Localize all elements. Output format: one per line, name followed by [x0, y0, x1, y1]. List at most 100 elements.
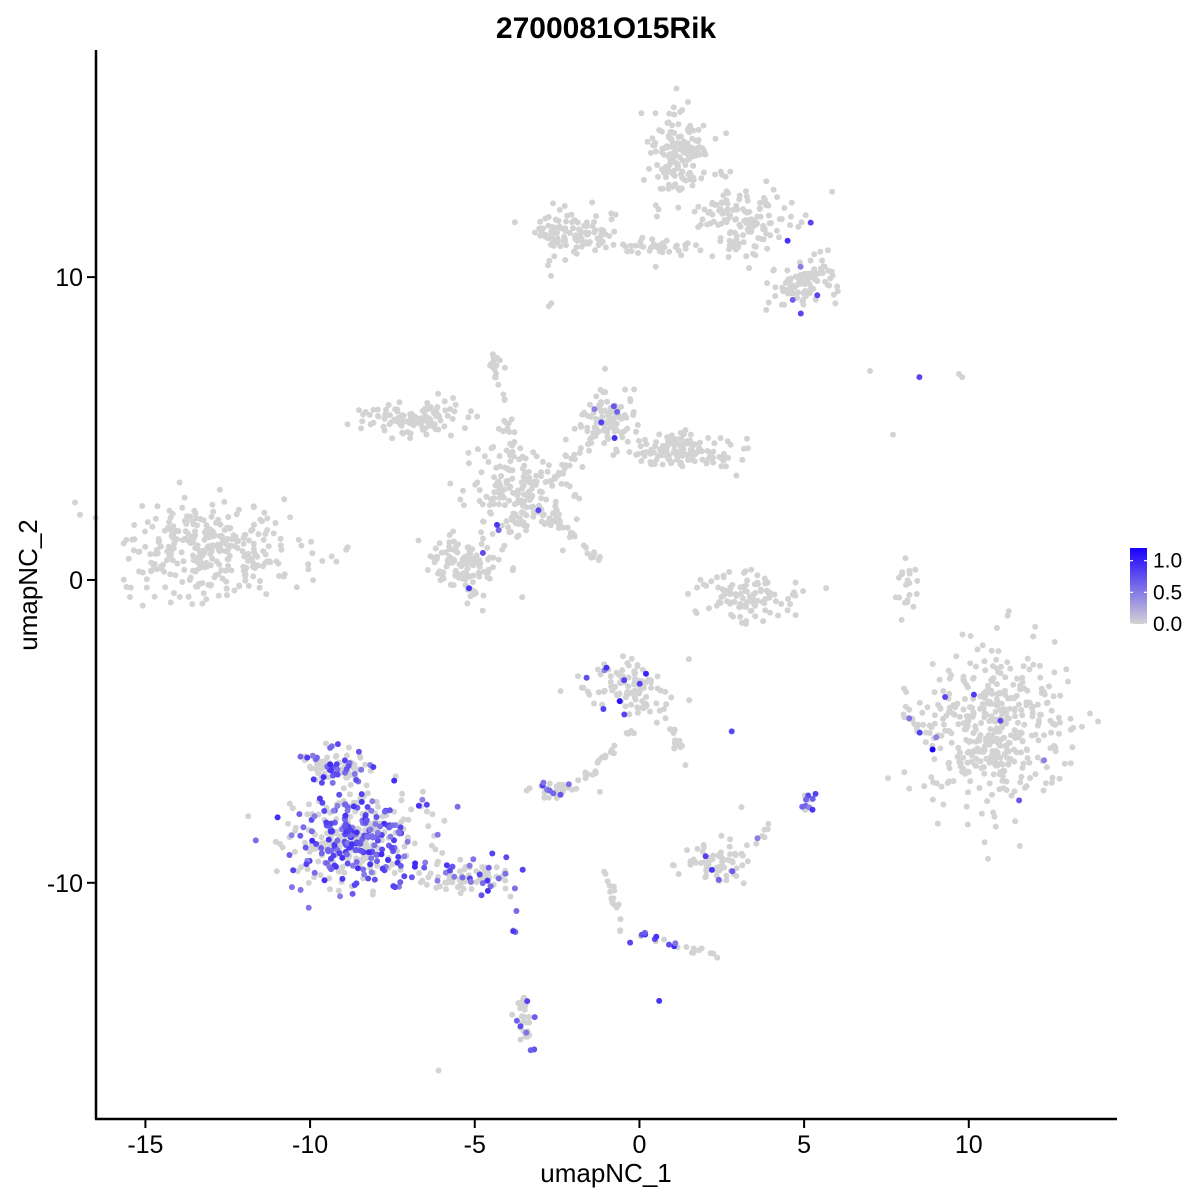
cell-point — [584, 550, 591, 557]
cell-point — [754, 597, 761, 604]
cell-point — [549, 482, 556, 489]
cell-point — [254, 553, 261, 560]
cell-point — [744, 588, 750, 595]
cell-point — [614, 408, 621, 415]
cell-point — [1050, 693, 1057, 700]
cell-point — [274, 814, 281, 821]
cell-point — [545, 262, 551, 269]
cell-point — [726, 569, 733, 575]
cell-point — [1048, 729, 1055, 736]
cell-point — [467, 879, 474, 885]
cell-point — [519, 866, 526, 873]
cell-point — [478, 469, 485, 476]
cell-point — [776, 234, 782, 241]
cell-point — [496, 357, 503, 364]
cell-point — [942, 694, 949, 700]
cell-point — [634, 422, 641, 428]
cell-point — [605, 435, 612, 442]
cell-point — [390, 883, 397, 890]
cell-point — [683, 944, 690, 950]
cell-point — [472, 481, 479, 488]
cell-point — [675, 185, 682, 192]
cell-point — [750, 598, 757, 605]
cell-point — [252, 837, 259, 844]
cell-point — [368, 869, 375, 876]
cell-point — [625, 683, 632, 690]
cell-point — [945, 667, 952, 674]
cell-point — [746, 208, 753, 215]
cell-point — [979, 642, 986, 649]
cell-point — [297, 753, 304, 760]
cell-point — [675, 121, 682, 128]
cell-point — [165, 543, 172, 550]
cell-point — [398, 818, 405, 825]
cell-point — [665, 166, 672, 173]
cell-point — [344, 860, 351, 867]
cell-point — [981, 709, 988, 716]
cell-point — [225, 556, 232, 563]
cell-point — [959, 631, 966, 638]
cell-point — [702, 853, 709, 860]
cell-point — [682, 762, 689, 769]
cell-point — [169, 557, 176, 564]
cell-point — [483, 493, 490, 500]
cell-point — [993, 656, 1000, 663]
cell-point — [449, 415, 456, 422]
cell-point — [179, 504, 186, 511]
cell-point — [1003, 787, 1010, 793]
cell-point — [474, 446, 481, 453]
cell-point — [940, 688, 947, 694]
cell-point — [149, 523, 156, 530]
cell-point — [670, 167, 677, 174]
cell-point — [756, 206, 763, 212]
cell-point — [457, 890, 464, 897]
cell-point — [501, 417, 508, 424]
cell-point — [478, 541, 485, 547]
cell-point — [285, 820, 291, 827]
cell-point — [353, 880, 360, 887]
cell-point — [508, 416, 515, 423]
cell-point — [758, 236, 765, 243]
cell-point — [165, 524, 172, 531]
cell-point — [714, 954, 721, 961]
cell-point — [422, 859, 429, 866]
cell-point — [561, 233, 568, 240]
cell-point — [1010, 681, 1017, 688]
cell-point — [1067, 760, 1074, 767]
cell-point — [654, 673, 661, 680]
cell-point — [1022, 784, 1028, 791]
cell-point — [347, 813, 354, 820]
cell-point — [729, 868, 736, 875]
cell-point — [1003, 715, 1010, 722]
cell-point — [934, 820, 941, 827]
cell-point — [509, 448, 516, 455]
cell-point — [1036, 662, 1043, 669]
cell-point — [198, 561, 205, 568]
cell-point — [1014, 729, 1021, 736]
cell-point — [1037, 674, 1044, 681]
cell-point — [326, 886, 333, 893]
cell-point — [191, 507, 198, 514]
cell-point — [454, 884, 461, 891]
cell-point — [959, 768, 965, 775]
cell-point — [724, 598, 731, 605]
cell-point — [807, 219, 814, 226]
cell-point — [200, 517, 207, 524]
cell-point — [765, 820, 772, 827]
cell-point — [344, 752, 350, 759]
cell-point — [167, 599, 174, 606]
cell-point — [562, 452, 569, 459]
cell-point — [744, 577, 751, 584]
cell-point — [587, 436, 594, 443]
cell-point — [345, 744, 352, 751]
cell-point — [961, 726, 968, 733]
cell-point — [747, 607, 754, 614]
cell-point — [740, 206, 747, 213]
cell-point — [321, 808, 328, 814]
cell-point — [640, 684, 647, 691]
cell-point — [750, 250, 757, 257]
cell-point — [514, 489, 521, 496]
cell-point — [500, 428, 507, 435]
cell-point — [449, 559, 456, 566]
cell-point — [423, 808, 430, 815]
